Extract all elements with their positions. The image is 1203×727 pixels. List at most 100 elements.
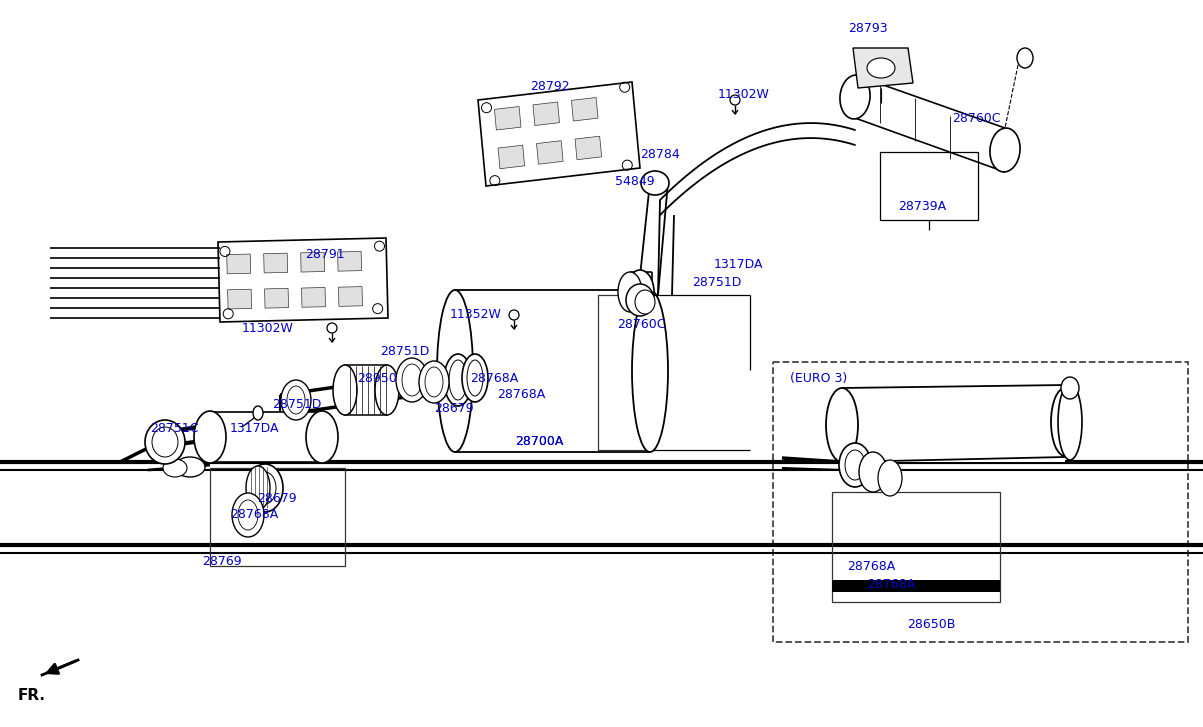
Ellipse shape [838,443,871,487]
Text: (EURO 3): (EURO 3) [790,372,847,385]
Polygon shape [575,136,602,160]
Ellipse shape [288,386,306,414]
Ellipse shape [375,365,399,415]
Text: 28679: 28679 [434,402,474,415]
Ellipse shape [618,272,642,312]
Text: 28679: 28679 [257,492,297,505]
Text: 11302W: 11302W [242,322,294,335]
Bar [832,492,1000,602]
Ellipse shape [1061,377,1079,399]
Ellipse shape [146,420,185,464]
Ellipse shape [990,128,1020,172]
Text: 54849: 54849 [615,175,654,188]
Ellipse shape [232,493,263,537]
Polygon shape [265,289,289,308]
Ellipse shape [444,354,472,406]
Bar [345,365,387,415]
Text: 28700A: 28700A [515,435,563,448]
Text: 11352W: 11352W [450,308,502,321]
Polygon shape [302,287,326,308]
Ellipse shape [396,358,428,402]
Text: 28768A: 28768A [230,508,278,521]
Text: 28751D: 28751D [272,398,321,411]
Bar [842,388,1065,462]
Bar [881,152,978,220]
Ellipse shape [845,450,865,480]
Polygon shape [218,238,389,322]
Ellipse shape [626,270,654,314]
Text: 28751C: 28751C [150,422,198,435]
Ellipse shape [1051,388,1079,456]
Ellipse shape [859,452,887,492]
Ellipse shape [254,472,275,504]
Ellipse shape [437,290,473,452]
Text: 28650B: 28650B [907,618,955,631]
Bar [774,362,1189,642]
Ellipse shape [878,460,902,496]
Text: 28950: 28950 [357,372,397,385]
Ellipse shape [152,427,178,457]
Text: 1317DA: 1317DA [715,258,764,271]
Ellipse shape [419,361,449,403]
Text: 11302W: 11302W [718,88,770,101]
Ellipse shape [462,354,488,402]
Polygon shape [537,141,563,164]
Polygon shape [853,48,913,88]
Ellipse shape [1017,48,1033,68]
Ellipse shape [425,367,443,397]
Text: 28791: 28791 [306,248,344,261]
Ellipse shape [635,290,654,314]
Ellipse shape [840,75,870,119]
Ellipse shape [467,360,482,396]
Polygon shape [478,82,640,186]
Ellipse shape [247,464,283,512]
Text: 28768A: 28768A [847,560,895,573]
Text: 28751D: 28751D [692,276,741,289]
Polygon shape [498,145,525,169]
Bar [832,580,1000,592]
Polygon shape [227,289,251,309]
Text: 28793: 28793 [848,22,888,35]
Bar [598,295,653,450]
Text: 28768A: 28768A [867,578,915,591]
Polygon shape [338,252,362,271]
Ellipse shape [626,284,654,316]
Ellipse shape [826,388,858,462]
Text: 28768A: 28768A [470,372,518,385]
Ellipse shape [245,466,269,510]
Text: FR.: FR. [18,688,46,703]
Bar [455,290,650,452]
Ellipse shape [1057,384,1081,460]
Text: 28760C: 28760C [952,112,1001,125]
Text: 28739A: 28739A [897,200,946,213]
Ellipse shape [449,360,467,400]
Ellipse shape [194,411,226,463]
Ellipse shape [253,406,263,420]
Polygon shape [263,253,288,273]
Text: 28700A: 28700A [515,435,563,448]
Ellipse shape [402,364,422,396]
Bar [211,468,345,566]
Bar [211,412,322,462]
Text: 28784: 28784 [640,148,680,161]
Ellipse shape [306,411,338,463]
Polygon shape [571,97,598,121]
Ellipse shape [238,500,257,530]
Polygon shape [494,106,521,130]
Text: 28768A: 28768A [497,388,545,401]
Ellipse shape [333,365,357,415]
Ellipse shape [641,171,669,195]
Ellipse shape [867,58,895,78]
Polygon shape [301,252,325,272]
Polygon shape [533,102,559,126]
Ellipse shape [282,380,312,420]
Text: 28792: 28792 [531,80,570,93]
Ellipse shape [162,459,186,477]
Text: 1317DA: 1317DA [230,422,279,435]
Ellipse shape [174,457,205,477]
Ellipse shape [632,290,668,452]
Polygon shape [226,254,250,274]
Text: 28769: 28769 [202,555,242,568]
Polygon shape [338,286,362,306]
Text: 28760C: 28760C [617,318,665,331]
